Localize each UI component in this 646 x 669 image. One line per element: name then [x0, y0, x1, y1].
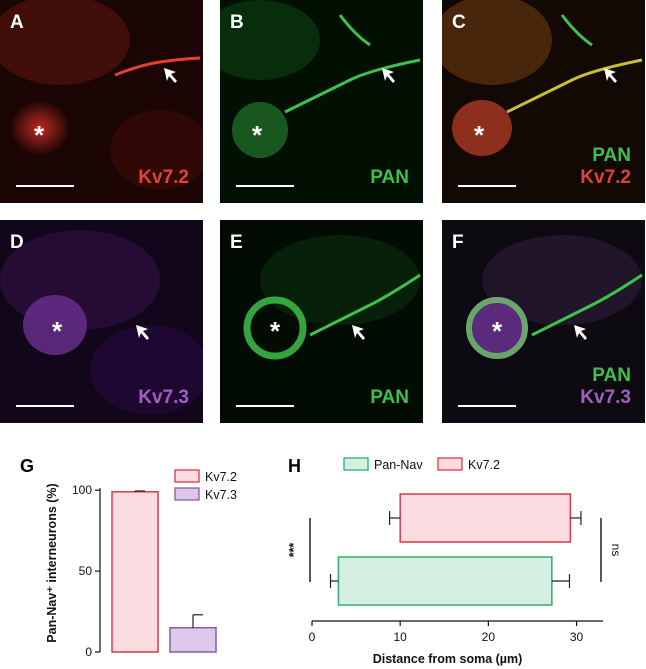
pan-stain-image: [220, 0, 423, 203]
channel-line: PAN: [370, 167, 409, 188]
soma-marker: *: [474, 120, 485, 150]
bar-kv73: [169, 626, 217, 653]
y-tick-label: 50: [79, 564, 93, 578]
channel-label: PAN: [370, 387, 409, 409]
panel-letter-h: H: [288, 456, 301, 476]
channel-label: PAN: [370, 167, 409, 189]
legend-label: Pan-Nav: [374, 458, 423, 472]
pan-stain-image: [220, 220, 423, 423]
arrow-icon: [574, 325, 587, 340]
channel-line: Kv7.3: [580, 387, 631, 408]
y-tick-label: 0: [85, 645, 92, 659]
merge-stain-image: [442, 0, 645, 203]
x-tick-label: 10: [394, 630, 408, 644]
micrograph-panel-f: F * PAN Kv7.3: [442, 220, 645, 423]
bar-kv72: [111, 491, 159, 653]
channel-label: Kv7.2: [138, 167, 189, 189]
micrograph-panel-c: C * PAN Kv7.2: [442, 0, 645, 203]
panel-letter-g: G: [20, 456, 35, 476]
panel-letter: B: [230, 12, 244, 33]
arrow-icon: [164, 68, 177, 83]
legend-swatch: [174, 469, 200, 483]
x-axis-label: Distance from soma (µm): [373, 652, 523, 666]
legend-swatch: [437, 457, 463, 471]
channel-label: PAN Kv7.3: [580, 365, 631, 409]
micrograph-panel-e: E * PAN: [220, 220, 423, 423]
scale-bar: [16, 185, 74, 187]
soma-marker: *: [492, 316, 503, 346]
arrow-icon: [382, 68, 395, 83]
range-bar-pannav: [337, 556, 553, 606]
significance-label-right: ns: [609, 544, 623, 557]
panel-letter: C: [452, 12, 466, 33]
x-tick-label: 30: [570, 630, 584, 644]
legend-swatch: [343, 457, 369, 471]
legend-label: Kv7.2: [205, 470, 237, 484]
soma-marker: *: [252, 120, 263, 150]
kv73-stain-image: [0, 220, 203, 423]
legend-label: Kv7.3: [205, 488, 237, 502]
kv72-stain-image: [0, 0, 203, 203]
panel-letter: E: [230, 232, 243, 253]
panel-letter: F: [452, 232, 464, 253]
x-tick-label: 20: [482, 630, 496, 644]
soma-marker: *: [34, 120, 45, 150]
legend-label: Kv7.2: [468, 458, 500, 472]
channel-label: PAN Kv7.2: [580, 145, 631, 189]
arrow-icon: [136, 325, 149, 340]
soma-marker: *: [52, 316, 63, 346]
channel-line: Kv7.2: [580, 167, 631, 188]
significance-label-left: ***: [287, 543, 301, 558]
channel-label: Kv7.3: [138, 387, 189, 409]
channel-line: PAN: [370, 387, 409, 408]
range-bar-kv72: [399, 493, 572, 543]
scale-bar: [458, 405, 516, 407]
micrograph-panel-a: A * Kv7.2: [0, 0, 203, 203]
micrograph-panel-d: D * Kv7.3: [0, 220, 203, 423]
scale-bar: [16, 405, 74, 407]
chart-g: 0 50 100 Pan-Nav⁺ interneurons (%) Kv7.2 Kv7.…: [45, 469, 237, 659]
legend-swatch: [174, 487, 200, 501]
panel-letter: A: [10, 12, 24, 33]
y-tick-label: 100: [72, 483, 92, 497]
soma-marker: *: [270, 316, 281, 346]
chart-h: 0 10 20 30 Distance from soma (µm) *** ns Pan-N…: [287, 457, 623, 666]
arrow-icon: [604, 68, 617, 83]
scale-bar: [236, 405, 294, 407]
channel-line: Kv7.2: [138, 167, 189, 188]
panel-letter: D: [10, 232, 24, 253]
merge-stain-image: [442, 220, 645, 423]
scale-bar: [458, 185, 516, 187]
channel-line: PAN: [592, 145, 631, 166]
arrow-icon: [352, 325, 365, 340]
micrograph-panel-b: B * PAN: [220, 0, 423, 203]
channel-line: PAN: [592, 365, 631, 386]
scale-bar: [236, 185, 294, 187]
channel-line: Kv7.3: [138, 387, 189, 408]
y-axis-label: Pan-Nav⁺ interneurons (%): [45, 483, 59, 642]
x-tick-label: 0: [309, 630, 316, 644]
